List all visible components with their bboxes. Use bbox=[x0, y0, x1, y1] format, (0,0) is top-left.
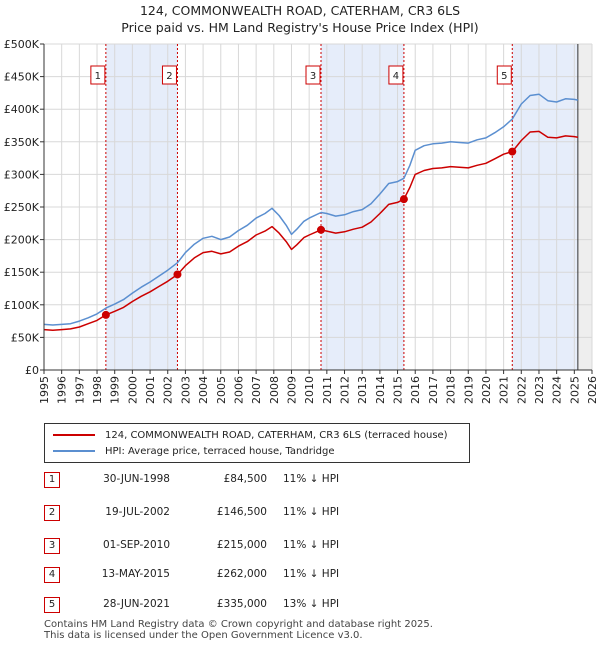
sale-number-badge: 1 bbox=[44, 472, 60, 488]
sale-price: £215,000 bbox=[216, 539, 267, 551]
sale-label-number: 4 bbox=[393, 71, 399, 82]
sale-row: 3 01-SEP-2010 £215,000 11% ↓ HPI bbox=[0, 536, 600, 556]
x-tick-label: 2011 bbox=[321, 376, 334, 404]
x-tick-label: 2023 bbox=[533, 376, 546, 404]
x-tick-label: 2005 bbox=[215, 376, 228, 404]
sale-price: £84,500 bbox=[223, 473, 267, 485]
sale-date: 19-JUL-2002 bbox=[105, 506, 170, 518]
x-tick-label: 2026 bbox=[586, 376, 599, 404]
y-tick-label: £350K bbox=[4, 136, 40, 149]
sale-label-box bbox=[90, 65, 106, 85]
x-tick-label: 2000 bbox=[126, 376, 139, 404]
footer-line-2: This data is licensed under the Open Gov… bbox=[44, 630, 363, 641]
x-tick-label: 2001 bbox=[144, 376, 157, 404]
legend: 124, COMMONWEALTH ROAD, CATERHAM, CR3 6L… bbox=[44, 423, 470, 463]
x-tick-label: 2004 bbox=[197, 376, 210, 404]
x-tick-label: 2024 bbox=[551, 376, 564, 404]
sale-label-box bbox=[305, 65, 321, 85]
x-tick-label: 2012 bbox=[339, 376, 352, 404]
sale-label-number: 2 bbox=[166, 71, 172, 82]
sale-point bbox=[508, 147, 517, 156]
legend-swatch-property bbox=[53, 434, 95, 436]
x-tick-label: 1995 bbox=[38, 376, 51, 404]
footer-note: Contains HM Land Registry data © Crown c… bbox=[44, 619, 433, 641]
sale-date: 01-SEP-2010 bbox=[102, 539, 170, 551]
x-tick-label: 2018 bbox=[445, 376, 458, 404]
x-tick-label: 2008 bbox=[268, 376, 281, 404]
sale-hpi-diff: 11% ↓ HPI bbox=[283, 568, 340, 580]
sale-label-number: 3 bbox=[310, 71, 316, 82]
sale-row: 2 19-JUL-2002 £146,500 11% ↓ HPI bbox=[0, 503, 600, 523]
sale-point bbox=[173, 270, 182, 279]
x-tick-label: 2015 bbox=[392, 376, 405, 404]
sale-label-box bbox=[388, 65, 404, 85]
sale-date: 13-MAY-2015 bbox=[101, 568, 170, 580]
x-tick-label: 1996 bbox=[56, 376, 69, 404]
legend-item-property: 124, COMMONWEALTH ROAD, CATERHAM, CR3 6L… bbox=[53, 428, 448, 442]
y-tick-label: £500K bbox=[4, 38, 40, 51]
sale-price: £335,000 bbox=[216, 598, 267, 610]
sale-hpi-diff: 13% ↓ HPI bbox=[283, 598, 340, 610]
x-tick-label: 2006 bbox=[232, 376, 245, 404]
y-tick-label: £200K bbox=[4, 234, 40, 247]
y-tick-label: £150K bbox=[4, 266, 40, 279]
y-tick-label: £0 bbox=[25, 364, 39, 377]
sale-label-box bbox=[496, 65, 512, 85]
y-tick-label: £50K bbox=[11, 331, 40, 344]
sale-hpi-diff: 11% ↓ HPI bbox=[283, 473, 340, 485]
legend-label-property: 124, COMMONWEALTH ROAD, CATERHAM, CR3 6L… bbox=[105, 429, 448, 441]
property-series-line bbox=[43, 130, 579, 331]
x-tick-label: 2003 bbox=[179, 376, 192, 404]
sale-number-badge: 3 bbox=[44, 538, 60, 554]
chart-title: 124, COMMONWEALTH ROAD, CATERHAM, CR3 6L… bbox=[0, 2, 600, 36]
hpi-series-line bbox=[43, 93, 579, 326]
x-tick-label: 2020 bbox=[480, 376, 493, 404]
x-tick-label: 2013 bbox=[356, 376, 369, 404]
y-tick-label: £250K bbox=[4, 201, 40, 214]
x-tick-label: 2014 bbox=[374, 376, 387, 404]
sale-point bbox=[101, 310, 110, 319]
price-chart: 1 2 3 4 5 £0 £50K £100K £150K £200K £250K £300K £350… bbox=[4, 38, 599, 404]
legend-label-hpi: HPI: Average price, terraced house, Tand… bbox=[105, 445, 335, 457]
legend-item-hpi: HPI: Average price, terraced house, Tand… bbox=[53, 444, 334, 458]
x-tick-label: 2010 bbox=[303, 376, 316, 404]
x-tick-label: 2021 bbox=[498, 376, 511, 404]
sale-label-number: 1 bbox=[95, 71, 101, 82]
x-tick-label: 2016 bbox=[409, 376, 422, 404]
sale-row: 1 30-JUN-1998 £84,500 11% ↓ HPI bbox=[0, 470, 600, 490]
sale-hpi-diff: 11% ↓ HPI bbox=[283, 506, 340, 518]
x-tick-label: 2017 bbox=[427, 376, 440, 404]
title-line-2: Price paid vs. HM Land Registry's House … bbox=[121, 20, 479, 35]
sale-point bbox=[399, 195, 408, 204]
x-tick-label: 1998 bbox=[91, 376, 104, 404]
footer-line-1: Contains HM Land Registry data © Crown c… bbox=[44, 619, 433, 630]
x-tick-label: 2002 bbox=[162, 376, 175, 404]
sale-number-badge: 4 bbox=[44, 567, 60, 583]
x-tick-label: 2007 bbox=[250, 376, 263, 404]
y-tick-label: £100K bbox=[4, 299, 40, 312]
sale-date: 30-JUN-1998 bbox=[103, 473, 170, 485]
y-tick-label: £450K bbox=[4, 71, 40, 84]
sale-label-number: 5 bbox=[501, 71, 507, 82]
sale-price: £146,500 bbox=[216, 506, 267, 518]
sale-hpi-diff: 11% ↓ HPI bbox=[283, 539, 340, 551]
sale-date: 28-JUN-2021 bbox=[103, 598, 170, 610]
y-tick-label: £300K bbox=[4, 168, 40, 181]
sale-price: £262,000 bbox=[216, 568, 267, 580]
x-tick-label: 2019 bbox=[462, 376, 475, 404]
sale-row: 5 28-JUN-2021 £335,000 13% ↓ HPI bbox=[0, 595, 600, 615]
x-tick-label: 1997 bbox=[73, 376, 86, 404]
sale-row: 4 13-MAY-2015 £262,000 11% ↓ HPI bbox=[0, 565, 600, 585]
x-tick-label: 1999 bbox=[109, 376, 122, 404]
sale-number-badge: 2 bbox=[44, 505, 60, 521]
sale-number-badge: 5 bbox=[44, 597, 60, 613]
legend-swatch-hpi bbox=[53, 450, 95, 452]
title-line-1: 124, COMMONWEALTH ROAD, CATERHAM, CR3 6L… bbox=[139, 3, 461, 18]
x-tick-label: 2025 bbox=[568, 376, 581, 404]
x-tick-label: 2022 bbox=[515, 376, 528, 404]
x-tick-label: 2009 bbox=[285, 376, 298, 404]
sale-point bbox=[317, 225, 326, 234]
sale-label-box bbox=[161, 65, 177, 85]
y-tick-label: £400K bbox=[4, 103, 40, 116]
